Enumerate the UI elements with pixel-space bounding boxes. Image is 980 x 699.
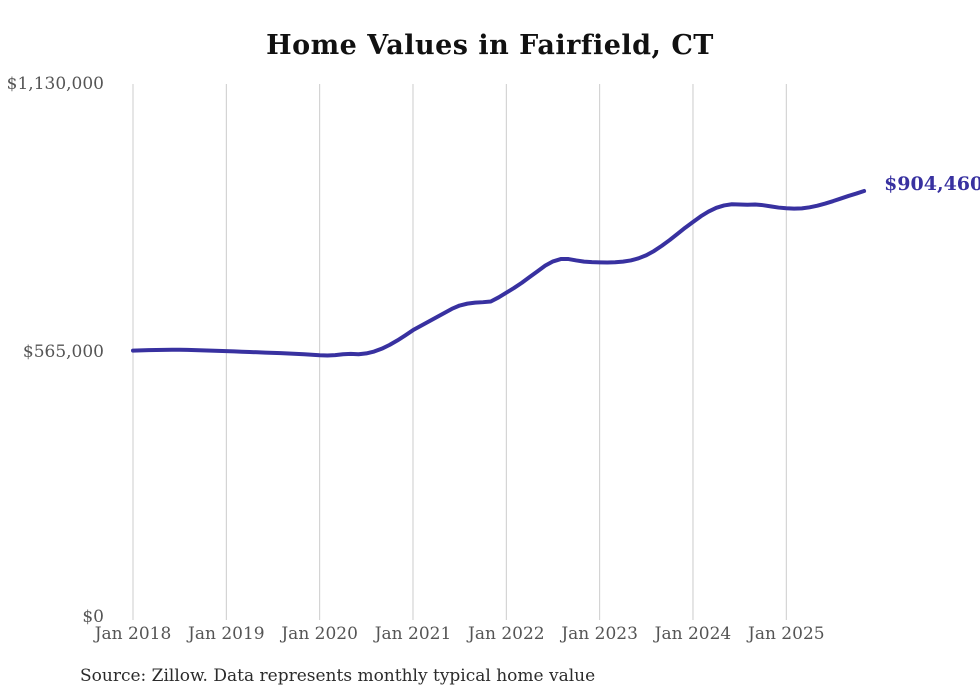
- x-tick-label: Jan 2024: [654, 624, 732, 644]
- x-tick-label: Jan 2020: [281, 624, 358, 644]
- y-tick-label: $1,130,000: [6, 74, 104, 94]
- home-value-line: [131, 188, 867, 358]
- y-tick-label: $0: [82, 607, 104, 627]
- x-tick-label: Jan 2025: [748, 624, 825, 644]
- x-tick-label: Jan 2019: [188, 624, 265, 644]
- y-tick-label: $565,000: [22, 342, 104, 362]
- latest-value-label: $904,460: [884, 172, 980, 195]
- source-note: Source: Zillow. Data represents monthly …: [80, 666, 596, 686]
- x-tick-label: Jan 2018: [94, 624, 172, 644]
- chart-title: Home Values in Fairfield, CT: [266, 30, 714, 61]
- x-tick-label: Jan 2021: [374, 624, 452, 644]
- x-tick-label: Jan 2022: [468, 624, 545, 644]
- x-tick-label: Jan 2023: [561, 624, 638, 644]
